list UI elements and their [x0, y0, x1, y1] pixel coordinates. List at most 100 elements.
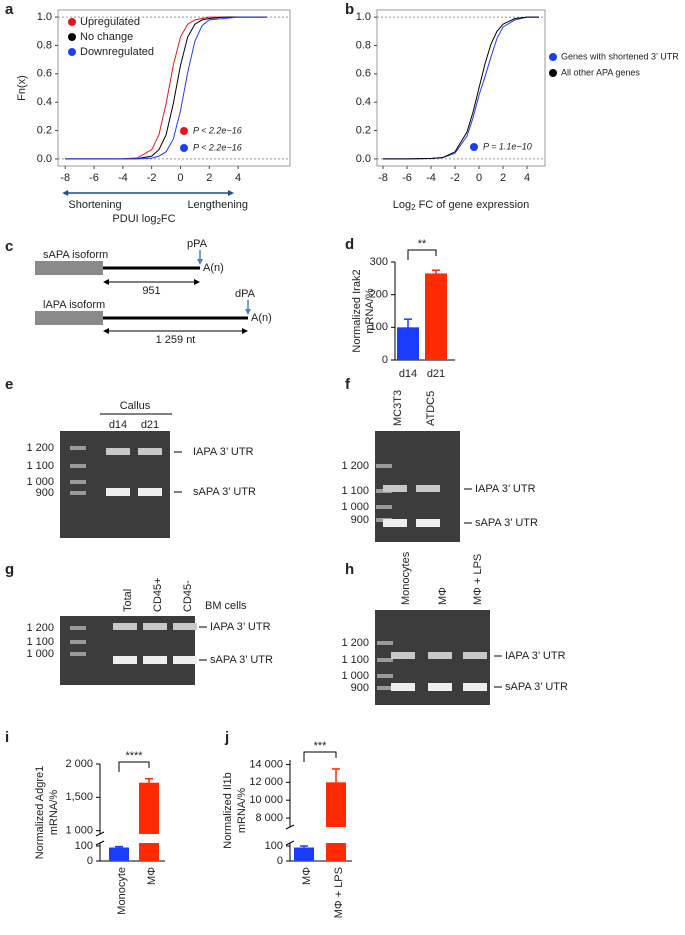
pa-site: pPA: [187, 238, 208, 250]
bar: [326, 843, 346, 861]
x-tick-label: MΦ: [146, 867, 158, 885]
y-axis-label: mRNA/%: [364, 288, 376, 333]
marker-label: 1 000: [341, 501, 369, 513]
lane-label: CD45+: [152, 577, 164, 612]
gel-band: [143, 656, 167, 664]
gel-band: [383, 519, 407, 527]
x-tick-label: 2: [206, 172, 212, 184]
marker-label: 900: [36, 487, 54, 499]
gel-band: [113, 656, 137, 664]
y-tick-label: 1.0: [356, 11, 371, 23]
gel-band: [428, 683, 452, 691]
y-tick-label: 2 000: [65, 758, 93, 770]
x-axis-label: PDUI log2FC: [112, 213, 175, 226]
y-tick-label: 0.2: [356, 124, 371, 136]
gel-band: [173, 656, 197, 664]
ecdf-line: [65, 16, 267, 160]
y-tick-label: 100: [75, 840, 93, 852]
isoform-name: sAPA isoform: [43, 249, 108, 261]
panel-letter: j: [224, 729, 229, 746]
panel-letter: d: [345, 236, 354, 253]
y-tick-label: 100: [265, 840, 283, 852]
x-tick-label: -4: [426, 172, 436, 184]
x-tick-label: -2: [450, 172, 460, 184]
ladder-band: [70, 491, 86, 495]
x-tick-label: MΦ + LPS: [333, 867, 345, 918]
y-tick-label: 0: [87, 855, 93, 867]
gel-band: [106, 488, 130, 496]
direction-label: Shortening: [68, 199, 121, 211]
y-tick-label: 0: [382, 354, 388, 366]
legend-marker: [68, 18, 76, 26]
x-tick-label: -8: [378, 172, 388, 184]
band-label: sAPA 3’ UTR: [505, 681, 568, 693]
lane-label: ATDC5: [425, 391, 437, 426]
y-tick-label: 12 000: [249, 776, 283, 788]
marker-label: 1 200: [26, 442, 54, 454]
x-tick-label: -6: [89, 172, 99, 184]
gel-band: [463, 683, 487, 691]
x-axis-label-part: FC: [161, 213, 176, 225]
x-tick-label: 2: [500, 172, 506, 184]
y-tick-label: 1.0: [37, 11, 52, 23]
gel-band: [113, 623, 137, 630]
ladder-band: [70, 626, 86, 630]
y-tick-label: 1,500: [65, 791, 93, 803]
legend-label: Downregulated: [80, 46, 154, 58]
bar: [139, 782, 159, 834]
y-tick-label: 100: [370, 321, 388, 333]
x-tick-label: 0: [476, 172, 482, 184]
axis-break: [95, 840, 105, 846]
arrow-head: [228, 190, 234, 196]
gel-band: [416, 519, 440, 527]
x-tick-label: Monocyte: [116, 867, 128, 915]
y-axis-label: Normalized Adgre1: [34, 766, 46, 860]
direction-label: Lengthening: [187, 199, 248, 211]
panel-letter: i: [5, 729, 9, 746]
x-tick-label: -2: [147, 172, 157, 184]
ladder-band: [70, 652, 86, 656]
y-tick-label: 8 000: [255, 812, 283, 824]
x-tick-label: 4: [524, 172, 530, 184]
marker-label: 1 100: [26, 460, 54, 472]
group-label: Callus: [120, 400, 151, 412]
y-axis-label: mRNA/%: [236, 788, 248, 833]
marker-label: 1 200: [341, 637, 369, 649]
y-axis-label: Fn(x): [16, 75, 28, 101]
lane-label: Total: [122, 589, 134, 612]
plot-frame: [57, 9, 291, 167]
gel-band: [391, 652, 415, 659]
x-tick-label: d21: [427, 368, 445, 380]
arrow-head: [62, 190, 69, 196]
marker-label: 1 000: [26, 476, 54, 488]
y-tick-label: 14 000: [249, 758, 283, 770]
y-axis-label: mRNA/%: [48, 790, 60, 835]
ladder-band: [377, 686, 393, 690]
panel-letter: b: [345, 1, 354, 18]
lane-label: MΦ: [437, 587, 449, 605]
bar: [425, 273, 447, 360]
bar: [109, 847, 129, 861]
marker-label: 1 100: [341, 485, 369, 497]
lane-label: MC3T3: [392, 390, 404, 426]
ladder-band: [70, 464, 86, 468]
y-tick-label: 0.6: [37, 68, 52, 80]
gel-band: [106, 448, 130, 455]
poly-a-tail: A(n): [203, 262, 224, 274]
gel-band: [416, 485, 440, 492]
p-value: P < 2.2e−16: [193, 125, 242, 135]
x-tick-label: MΦ: [301, 867, 313, 885]
ecdf-line: [383, 16, 539, 160]
significance-label: **: [418, 238, 427, 250]
legend-marker: [549, 53, 557, 61]
band-label: sAPA 3’ UTR: [193, 486, 256, 498]
y-tick-label: 200: [370, 289, 388, 301]
y-tick-label: 0.6: [356, 68, 371, 80]
y-tick-label: 0.0: [37, 153, 52, 165]
arrow-head: [242, 328, 248, 334]
p-value: P < 2.2e−16: [193, 142, 242, 152]
gel-band: [138, 448, 162, 455]
x-axis-label-part: PDUI log: [112, 213, 156, 225]
x-tick-label: d14: [399, 368, 417, 380]
legend-marker: [549, 69, 557, 77]
